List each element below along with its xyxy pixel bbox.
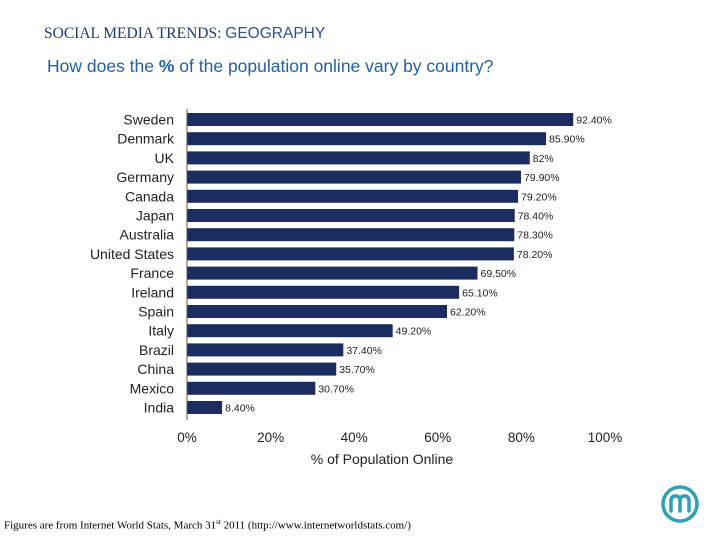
footnote-source: 2011 (http://www.internetworldstats.com/… xyxy=(220,519,411,532)
category-label: Spain xyxy=(138,304,174,320)
header-topic: GEOGRAPHY xyxy=(225,25,326,42)
category-label: France xyxy=(130,265,174,281)
bar-5 xyxy=(187,209,515,222)
category-label: Ireland xyxy=(131,284,174,300)
bar-11 xyxy=(187,324,393,338)
data-label: 78.20% xyxy=(517,249,553,261)
data-label: 49.20% xyxy=(396,326,432,338)
category-label: Mexico xyxy=(130,380,175,396)
bar-3 xyxy=(187,170,521,184)
bar-6 xyxy=(187,228,515,242)
x-tick-label: 100% xyxy=(588,430,623,445)
data-label: 8.40% xyxy=(225,403,255,415)
source-footnote: Figures are from Internet World Stats, M… xyxy=(4,518,411,532)
data-label: 92.40% xyxy=(576,115,612,127)
data-label: 82% xyxy=(533,153,554,165)
data-label: 65.10% xyxy=(462,287,498,299)
bar-1 xyxy=(187,132,547,146)
data-label: 62.20% xyxy=(450,307,486,319)
category-label: Canada xyxy=(125,188,174,204)
x-tick-label: 20% xyxy=(257,430,284,445)
category-label: United States xyxy=(90,246,174,262)
x-tick-label: 60% xyxy=(424,430,451,445)
data-label: 79.90% xyxy=(524,172,560,184)
category-label: UK xyxy=(155,150,175,166)
subtitle-percent-sign: % xyxy=(158,56,175,76)
category-label: Brazil xyxy=(139,342,174,358)
slide-header: SOCIAL MEDIA TRENDS: GEOGRAPHY xyxy=(44,24,325,44)
x-tick-label: 80% xyxy=(508,430,535,445)
data-label: 69.50% xyxy=(481,268,517,280)
slide-subtitle: How does the % of the population online … xyxy=(47,55,494,77)
category-label: Australia xyxy=(120,227,175,243)
category-label: Japan xyxy=(136,208,174,224)
bar-15 xyxy=(187,401,223,414)
bar-8 xyxy=(187,266,478,280)
subtitle-pre: How does the xyxy=(47,56,159,76)
subtitle-post: of the population online vary by country… xyxy=(174,56,494,76)
data-label: 30.70% xyxy=(318,383,354,395)
footnote-text: Figures are from Internet World Stats, M… xyxy=(4,519,217,532)
data-label: 79.20% xyxy=(521,191,557,203)
bar-4 xyxy=(187,189,519,203)
category-label: Denmark xyxy=(117,131,175,147)
circular-m-logo-icon xyxy=(661,485,699,523)
data-label: 78.30% xyxy=(517,230,553,242)
category-label: India xyxy=(144,400,175,416)
category-label: Germany xyxy=(116,169,174,185)
bar-7 xyxy=(187,247,514,261)
bar-9 xyxy=(187,285,460,299)
bar-0 xyxy=(187,113,574,126)
data-label: 35.70% xyxy=(339,364,375,376)
footnote-superscript: st xyxy=(216,518,221,526)
category-label: China xyxy=(137,361,174,377)
data-label: 37.40% xyxy=(346,345,382,357)
bar-10 xyxy=(187,305,447,318)
bar-13 xyxy=(187,362,337,376)
bar-14 xyxy=(187,381,316,395)
bar-12 xyxy=(187,343,344,357)
category-label: Sweden xyxy=(123,112,174,128)
data-label: 78.40% xyxy=(518,211,554,223)
category-label: Italy xyxy=(148,323,174,339)
x-axis-title: % of Population Online xyxy=(311,451,454,467)
bar-2 xyxy=(187,151,530,165)
header-prefix: SOCIAL MEDIA TRENDS: xyxy=(44,25,226,42)
data-label: 85.90% xyxy=(549,134,585,146)
x-tick-label: 40% xyxy=(341,430,368,445)
x-tick-label: 0% xyxy=(177,430,197,445)
